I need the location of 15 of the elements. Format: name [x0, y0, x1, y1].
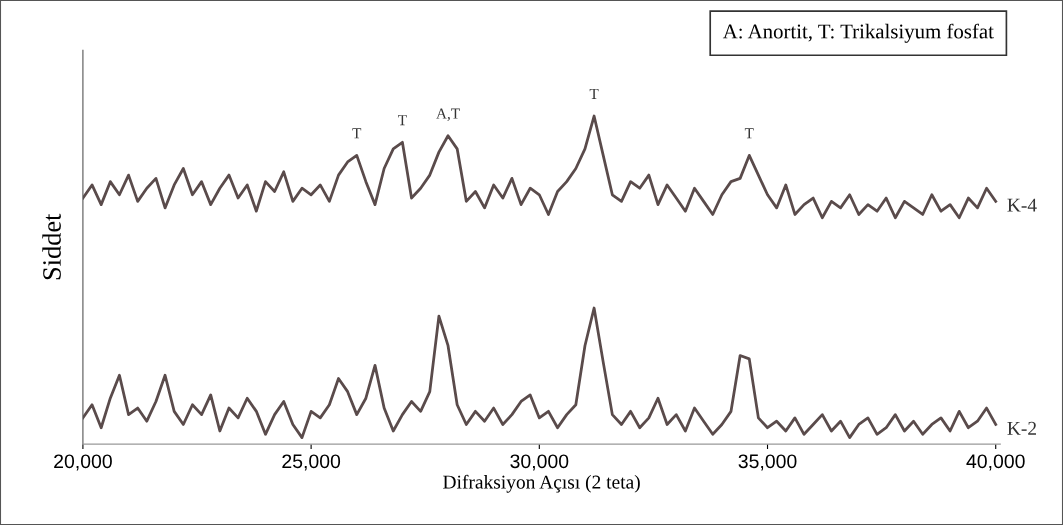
x-tick-label: 35,000	[738, 454, 797, 471]
annotation: T	[352, 128, 362, 139]
x-tick-label: 30,000	[510, 454, 569, 471]
series-label: K-4	[1007, 198, 1037, 212]
y-axis-title: Siddet	[42, 213, 61, 280]
series-label: K-2	[1007, 421, 1036, 435]
x-tick-label: 25,000	[282, 454, 341, 471]
x-tick-label: 40,000	[966, 454, 1025, 471]
annotation: T	[589, 88, 599, 99]
annotation: T	[744, 128, 754, 139]
text: A: Anortit, T: Trikalsiyum fosfat	[722, 23, 994, 43]
x-axis-title: Difraksiyon Açısı (2 teta)	[443, 474, 640, 493]
x-tick-label: 20,000	[54, 454, 112, 471]
annotation: A,T	[436, 108, 460, 121]
annotation: T	[398, 115, 407, 126]
